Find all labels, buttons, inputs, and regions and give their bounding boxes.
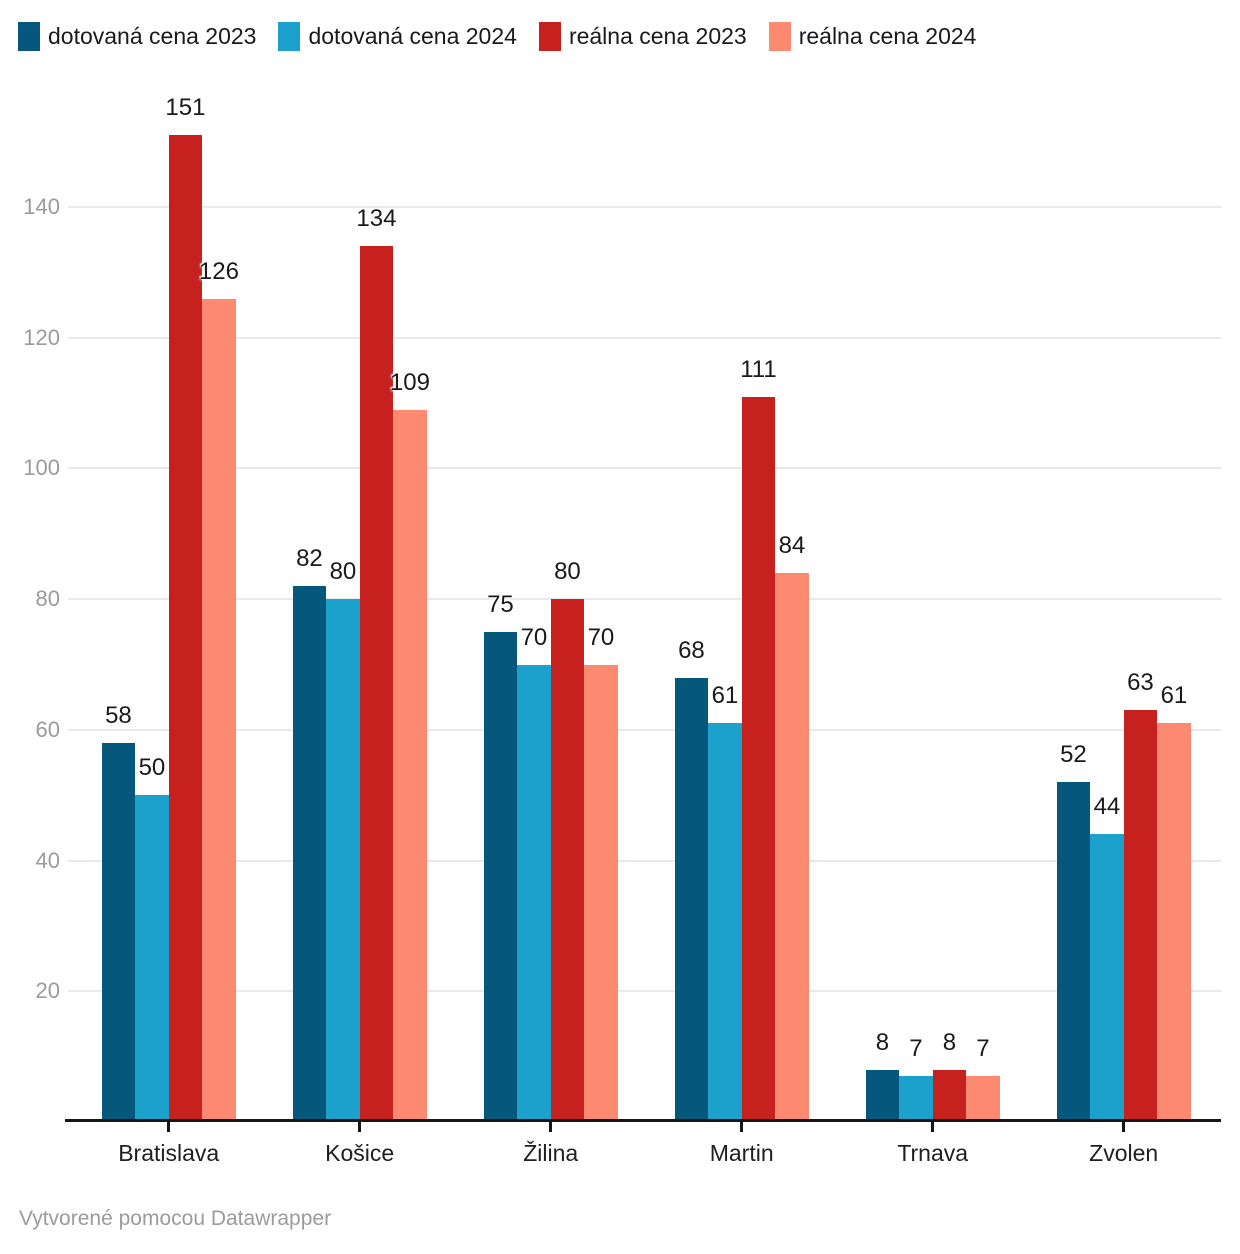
bar	[550, 599, 585, 1122]
y-axis-label: 100	[23, 455, 60, 481]
value-label: 80	[554, 558, 581, 586]
legend-item-label: reálna cena 2023	[568, 23, 747, 49]
bar	[292, 586, 327, 1122]
axis-tick	[740, 1122, 744, 1132]
bar	[517, 664, 551, 1122]
bar	[674, 677, 709, 1122]
value-label: 44	[1093, 793, 1121, 821]
axis-tick	[358, 1122, 362, 1132]
value-label: 75	[487, 590, 514, 618]
value-label: 70	[587, 623, 615, 651]
bar	[741, 396, 776, 1122]
bar	[326, 599, 360, 1122]
bar	[899, 1076, 933, 1122]
value-label: 7	[976, 1035, 990, 1063]
value-label: 70	[520, 623, 548, 651]
y-axis-label: 20	[35, 978, 60, 1004]
bar	[101, 742, 136, 1122]
gridline	[68, 728, 1221, 731]
value-label: 68	[678, 636, 705, 664]
axis-tick	[167, 1122, 171, 1132]
category-label: Zvolen	[1089, 1140, 1159, 1166]
value-label: 109	[389, 368, 430, 396]
bar	[359, 246, 394, 1122]
value-label: 126	[198, 257, 239, 285]
bar	[584, 664, 618, 1122]
x-axis-line	[65, 1119, 1221, 1122]
value-label: 134	[356, 205, 397, 233]
value-label: 52	[1060, 741, 1087, 769]
value-label: 82	[296, 545, 323, 573]
gridline	[68, 206, 1221, 208]
y-axis-label: 60	[35, 716, 60, 742]
bar	[1123, 710, 1158, 1122]
legend-swatch-icon	[278, 22, 301, 51]
value-label: 8	[875, 1028, 890, 1056]
y-axis-label: 80	[35, 586, 60, 612]
bar	[202, 298, 236, 1122]
legend-swatch-icon	[538, 22, 561, 51]
value-label: 7	[909, 1035, 923, 1063]
category-label: Martin	[709, 1140, 774, 1166]
bar	[1090, 834, 1124, 1122]
value-label: 151	[165, 94, 206, 122]
gridline	[68, 990, 1221, 993]
legend-item-label: reálna cena 2024	[798, 23, 977, 49]
y-axis-label: 40	[35, 847, 60, 873]
bar	[775, 573, 809, 1122]
bar	[708, 723, 742, 1122]
attribution[interactable]: Vytvorené pomocou Datawrapper	[19, 1207, 331, 1231]
bar	[966, 1076, 1000, 1122]
legend-item-label: dotovaná cena 2023	[48, 23, 257, 49]
category-label: Trnava	[897, 1140, 969, 1166]
gridline	[68, 336, 1221, 339]
legend-swatch-icon	[18, 22, 40, 51]
value-label: 61	[711, 682, 739, 710]
value-label: 63	[1127, 669, 1154, 697]
bar	[135, 795, 169, 1122]
category-label: Bratislava	[118, 1140, 220, 1166]
gridline	[68, 598, 1221, 601]
gridline	[68, 859, 1221, 862]
value-label: 61	[1160, 682, 1188, 710]
legend-item: dotovaná cena 2023	[18, 22, 256, 51]
bar	[1157, 723, 1191, 1122]
value-label: 58	[105, 701, 132, 729]
value-label: 8	[942, 1028, 957, 1056]
bar	[168, 135, 203, 1122]
legend-item: dotovaná cena 2024	[278, 22, 517, 51]
axis-tick	[931, 1122, 935, 1132]
category-label: Košice	[325, 1140, 395, 1166]
value-label: 80	[329, 558, 357, 586]
legend-item-label: dotovaná cena 2024	[308, 23, 517, 49]
bar	[1056, 782, 1091, 1122]
gridline	[68, 467, 1221, 470]
legend-swatch-icon	[768, 22, 791, 51]
attribution-text[interactable]: Vytvorené pomocou Datawrapper	[19, 1207, 332, 1230]
axis-tick	[1122, 1122, 1126, 1132]
legend-item: reálna cena 2023	[538, 22, 747, 51]
value-label: 84	[778, 532, 806, 559]
bar	[393, 409, 427, 1122]
value-label: 111	[740, 355, 777, 383]
axis-tick	[549, 1122, 553, 1132]
y-axis-label: 120	[23, 324, 60, 350]
category-label: Žilina	[523, 1140, 579, 1166]
bar	[483, 631, 518, 1122]
bar	[932, 1069, 967, 1122]
bar	[865, 1069, 900, 1122]
legend: dotovaná cena 2023 dotovaná cena 2024 reál…	[18, 22, 976, 51]
value-label: 50	[138, 754, 166, 782]
legend-item: reálna cena 2024	[768, 22, 977, 51]
y-axis-label: 140	[23, 194, 60, 219]
